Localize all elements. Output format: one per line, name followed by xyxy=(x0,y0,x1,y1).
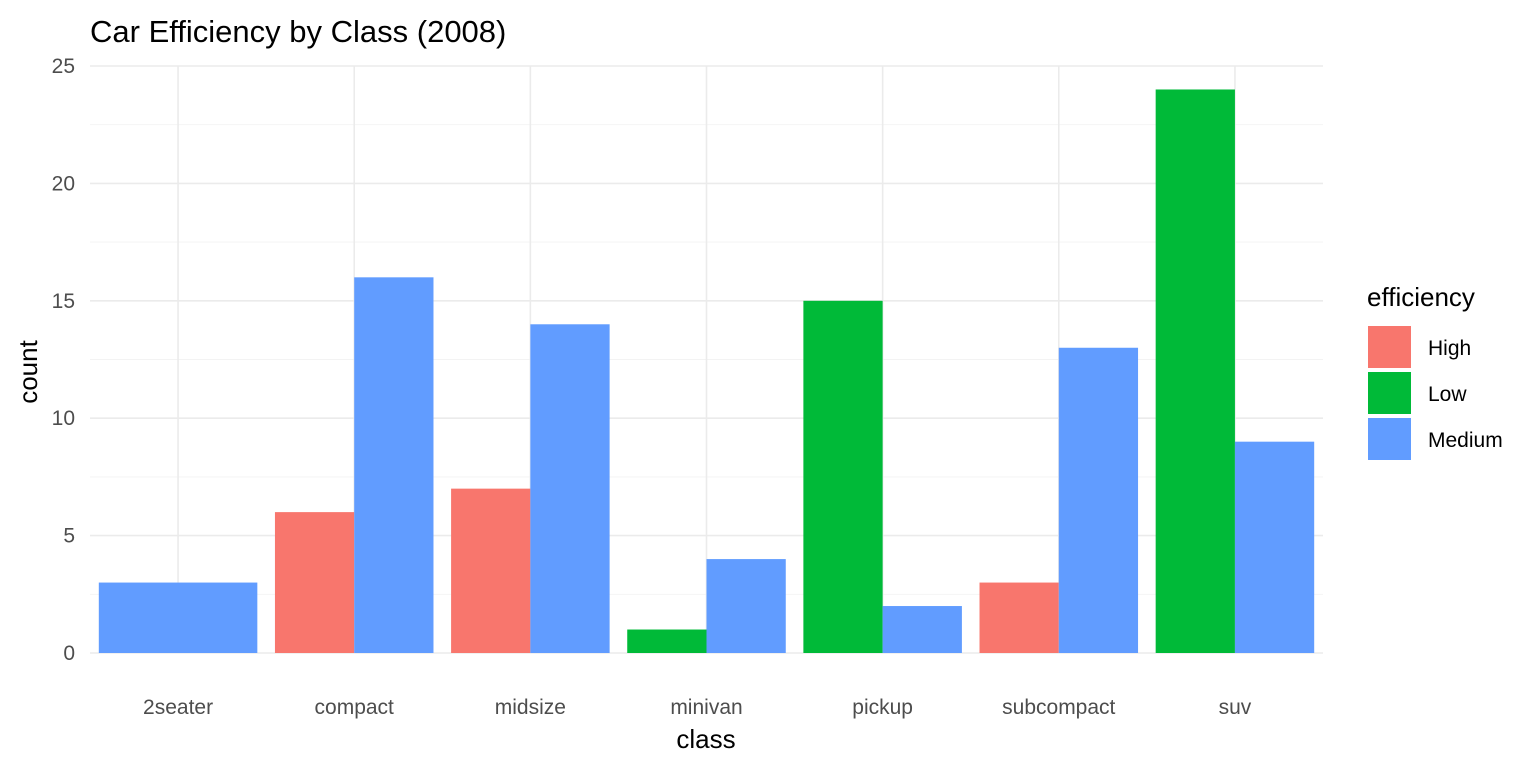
x-tick-label: subcompact xyxy=(1002,696,1115,719)
bar-compact-medium xyxy=(354,277,434,653)
bar-subcompact-medium xyxy=(1058,347,1139,653)
bar-compact-high xyxy=(274,512,355,653)
x-tick-label: 2seater xyxy=(143,696,213,719)
bar-suv-medium xyxy=(1234,441,1315,653)
y-tick-label: 25 xyxy=(52,55,75,78)
bar-subcompact-high xyxy=(979,582,1059,653)
bar-pickup-medium xyxy=(882,606,962,653)
y-tick-label: 15 xyxy=(52,290,75,313)
y-axis-ticks: 0 5 10 15 20 25 xyxy=(52,55,75,665)
y-tick-label: 20 xyxy=(52,172,75,195)
bar-minivan-medium xyxy=(706,559,786,653)
bar-pickup-low xyxy=(803,300,883,653)
bar-midsize-high xyxy=(451,488,531,653)
x-tick-label: suv xyxy=(1219,696,1252,719)
bar-midsize-medium xyxy=(530,324,610,653)
x-tick-label: pickup xyxy=(852,696,913,719)
x-axis-ticks: 2seater compact midsize minivan pickup subcom… xyxy=(143,696,1252,719)
legend-swatch-medium xyxy=(1368,418,1411,460)
x-axis-title: class xyxy=(676,724,735,754)
legend-label-low: Low xyxy=(1428,383,1467,406)
bar-minivan-low xyxy=(627,629,707,653)
legend: efficiency High Low Medium xyxy=(1367,282,1503,460)
legend-title: efficiency xyxy=(1367,282,1475,312)
x-tick-label: compact xyxy=(315,696,395,719)
legend-swatch-low xyxy=(1368,372,1411,414)
y-tick-label: 0 xyxy=(63,642,75,665)
bar-suv-low xyxy=(1155,89,1235,654)
chart-title: Car Efficiency by Class (2008) xyxy=(90,14,506,49)
x-tick-label: minivan xyxy=(670,696,742,719)
x-tick-label: midsize xyxy=(495,696,566,719)
legend-label-medium: Medium xyxy=(1428,429,1503,452)
y-tick-label: 5 xyxy=(63,525,75,548)
legend-swatch-high xyxy=(1368,326,1411,368)
bars xyxy=(98,89,1315,654)
legend-label-high: High xyxy=(1428,337,1471,360)
y-axis-title: count xyxy=(13,339,43,403)
bar-2seater-medium xyxy=(98,582,258,653)
y-tick-label: 10 xyxy=(52,407,75,430)
